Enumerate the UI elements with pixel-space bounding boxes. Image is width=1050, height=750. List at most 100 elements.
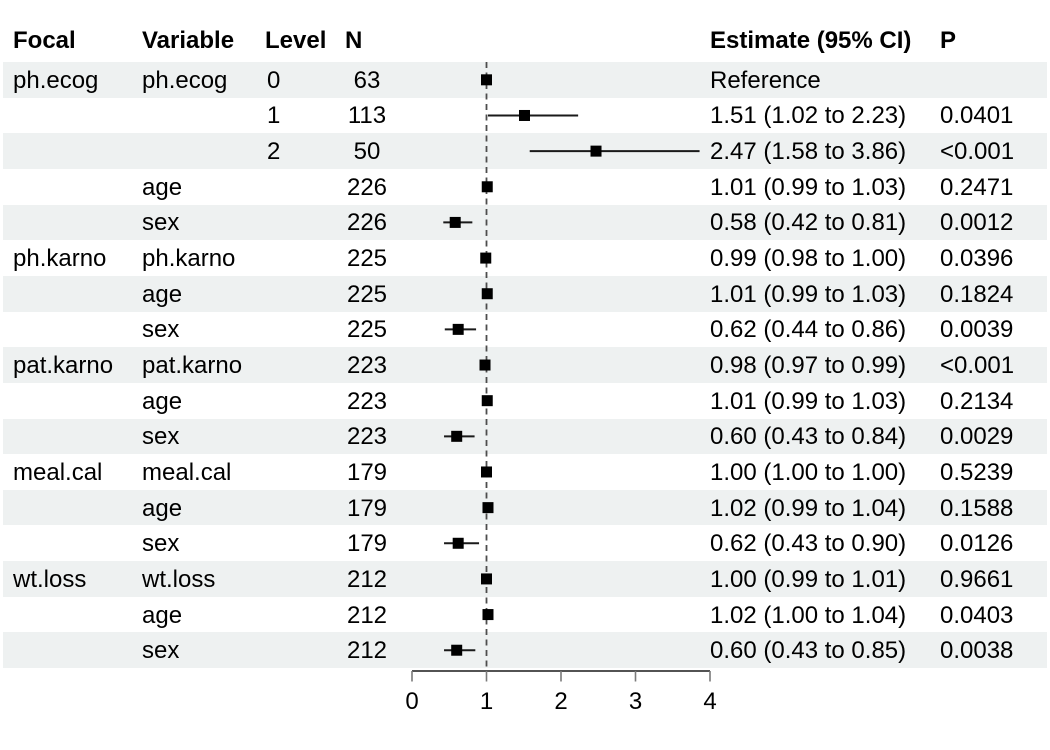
row-stripe	[3, 489, 1047, 526]
cell-p: 0.0012	[940, 209, 1014, 237]
cell-n: 225	[346, 316, 388, 344]
column-header-focal: Focal	[13, 27, 76, 54]
cell-variable: ph.ecog	[142, 66, 228, 94]
table-row: age 223 1.01 (0.99 to 1.03) 0.2134	[0, 383, 1050, 419]
cell-n: 63	[353, 66, 381, 94]
table-row: age 179 1.02 (0.99 to 1.04) 0.1588	[0, 489, 1050, 526]
cell-variable: sex	[142, 209, 180, 237]
table-row: ph.karno ph.karno 225 0.99 (0.98 to 1.00) 0.…	[0, 240, 1050, 276]
row-stripe	[3, 418, 1047, 455]
cell-focal: ph.ecog	[13, 66, 99, 94]
cell-n: 179	[346, 530, 388, 558]
cell-level: 2	[267, 138, 281, 166]
cell-estimate: 1.02 (0.99 to 1.04)	[710, 494, 907, 522]
cell-n: 212	[346, 637, 388, 665]
table-row: ph.ecog ph.ecog 0 63 Reference	[0, 62, 1050, 98]
table-row: 2 50 2.47 (1.58 to 3.86) <0.001	[0, 133, 1050, 169]
cell-n: 223	[346, 352, 388, 379]
cell-n: 113	[347, 102, 387, 130]
row-stripe	[3, 561, 1047, 597]
cell-p: <0.001	[940, 352, 1015, 379]
cell-p: 0.5239	[940, 458, 1014, 486]
cell-n: 225	[346, 280, 388, 308]
cell-p: <0.001	[940, 138, 1015, 166]
cell-p: 0.0039	[940, 316, 1014, 344]
table-row: sex 225 0.62 (0.44 to 0.86) 0.0039	[0, 312, 1050, 348]
cell-variable: sex	[142, 530, 180, 558]
cell-level: 1	[267, 102, 281, 130]
cell-p: 0.2471	[940, 173, 1014, 201]
row-stripe	[3, 62, 1047, 98]
cell-n: 223	[346, 423, 388, 451]
x-axis-tick-label: 3	[629, 688, 642, 715]
cell-p: 0.1588	[940, 494, 1014, 522]
x-axis-tick-label: 4	[703, 688, 716, 715]
cell-estimate: 0.58 (0.42 to 0.81)	[710, 209, 907, 237]
cell-focal: pat.karno	[13, 352, 114, 379]
cell-level: 0	[267, 66, 281, 94]
cell-variable: ph.karno	[142, 245, 236, 273]
cell-n: 50	[353, 138, 381, 166]
table-row: age 226 1.01 (0.99 to 1.03) 0.2471	[0, 169, 1050, 205]
table-row: 1 113 1.51 (1.02 to 2.23) 0.0401	[0, 98, 1050, 134]
x-axis-tick-label: 1	[480, 688, 493, 715]
cell-p: 0.0401	[940, 102, 1014, 130]
cell-variable: age	[142, 601, 183, 629]
cell-variable: age	[142, 494, 183, 522]
cell-estimate: 0.60 (0.43 to 0.84)	[710, 423, 907, 451]
cell-n: 212	[346, 565, 388, 593]
table-row: sex 212 0.60 (0.43 to 0.85) 0.0038	[0, 632, 1050, 669]
x-axis-tick-label: 0	[405, 688, 418, 715]
table-row: age 225 1.01 (0.99 to 1.03) 0.1824	[0, 275, 1050, 312]
column-header-p: P	[940, 27, 957, 54]
cell-p: 0.9661	[940, 565, 1014, 593]
row-stripe	[3, 275, 1047, 312]
cell-p: 0.1824	[940, 280, 1014, 308]
cell-variable: sex	[142, 423, 180, 451]
cell-n: 225	[346, 245, 388, 273]
cell-focal: ph.karno	[13, 245, 107, 273]
cell-n: 179	[346, 494, 388, 522]
cell-n: 223	[346, 387, 388, 415]
cell-estimate: 1.02 (1.00 to 1.04)	[710, 601, 907, 629]
table-row: sex 226 0.58 (0.42 to 0.81) 0.0012	[0, 204, 1050, 241]
cell-n: 179	[346, 458, 388, 486]
cell-estimate: 1.00 (0.99 to 1.01)	[710, 565, 907, 593]
cell-estimate: 0.99 (0.98 to 1.00)	[710, 245, 907, 273]
row-stripe	[3, 632, 1047, 669]
cell-p: 0.0038	[940, 637, 1014, 665]
cell-focal: wt.loss	[13, 565, 87, 593]
cell-variable: sex	[142, 316, 180, 344]
cell-variable: meal.cal	[142, 458, 232, 486]
column-header-variable: Variable	[142, 27, 235, 54]
cell-estimate: 1.01 (0.99 to 1.03)	[710, 173, 907, 201]
x-axis-tick-label: 2	[554, 688, 567, 715]
cell-estimate: 1.01 (0.99 to 1.03)	[710, 280, 907, 308]
column-header-n: N	[345, 27, 363, 54]
cell-estimate: 2.47 (1.58 to 3.86)	[710, 138, 907, 166]
cell-estimate: 0.98 (0.97 to 0.99)	[710, 352, 907, 379]
table-row: age 212 1.02 (1.00 to 1.04) 0.0403	[0, 597, 1050, 633]
cell-estimate: 0.62 (0.43 to 0.90)	[710, 530, 907, 558]
cell-focal: meal.cal	[13, 458, 103, 486]
cell-variable: sex	[142, 637, 180, 665]
cell-p: 0.0396	[940, 245, 1014, 273]
cell-n: 226	[346, 173, 388, 201]
cell-variable: age	[142, 173, 183, 201]
cell-p: 0.0403	[940, 601, 1014, 629]
cell-n: 212	[346, 601, 388, 629]
cell-estimate: 1.00 (1.00 to 1.00)	[710, 458, 907, 486]
cell-n: 226	[346, 209, 388, 237]
table-row: sex 223 0.60 (0.43 to 0.84) 0.0029	[0, 418, 1050, 455]
cell-estimate: 0.60 (0.43 to 0.85)	[710, 637, 907, 665]
cell-variable: age	[142, 280, 183, 308]
row-stripe	[3, 347, 1047, 383]
cell-variable: pat.karno	[142, 352, 243, 379]
row-stripe	[3, 133, 1047, 169]
cell-estimate: Reference	[710, 66, 821, 94]
table-row: wt.loss wt.loss 212 1.00 (0.99 to 1.01) 0.96…	[0, 561, 1050, 597]
cell-p: 0.0126	[940, 530, 1014, 558]
cell-variable: age	[142, 387, 183, 415]
cell-estimate: 0.62 (0.44 to 0.86)	[710, 316, 907, 344]
